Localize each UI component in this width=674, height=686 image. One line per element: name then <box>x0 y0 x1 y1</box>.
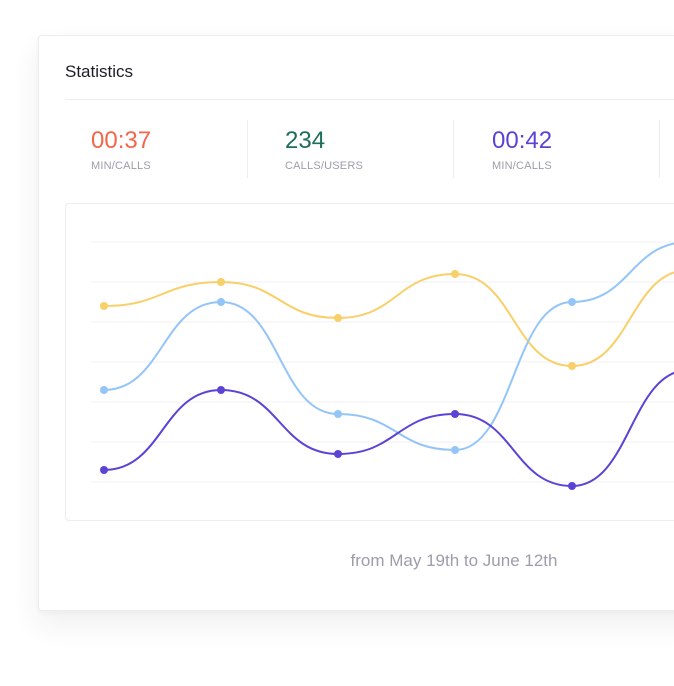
title-divider <box>65 99 674 100</box>
line-chart-svg <box>91 241 674 490</box>
stat-calls-users: 234 CALLS/USERS <box>285 127 364 173</box>
stat-label: MIN/CALLS <box>492 160 552 172</box>
card-title: Statistics <box>65 62 134 81</box>
data-point <box>100 466 108 474</box>
stat-value: 234 <box>285 127 326 154</box>
data-point <box>451 446 459 454</box>
data-point <box>568 298 576 306</box>
stat-label: MIN/CALLS <box>91 160 151 172</box>
statistics-card: Statistics 00:37 MIN/CALLS 234 CALLS/USE… <box>38 35 674 611</box>
series-line-1 <box>103 271 674 368</box>
stat-label: CALLS/USERS <box>285 160 364 172</box>
series-line-2 <box>103 242 674 452</box>
data-point <box>334 410 342 418</box>
data-point <box>451 410 459 418</box>
data-point <box>217 278 225 286</box>
data-point <box>568 362 576 370</box>
series-line-3 <box>103 372 674 488</box>
data-point <box>451 270 459 278</box>
stat-divider <box>659 120 660 178</box>
stat-divider <box>247 120 248 178</box>
data-point <box>334 314 342 322</box>
data-point <box>568 482 576 490</box>
data-point <box>100 302 108 310</box>
stat-min-calls-2: 00:42 MIN/CALLS <box>492 127 553 173</box>
stat-value: 00:37 <box>91 127 152 154</box>
stat-value: 00:42 <box>492 127 553 154</box>
stat-min-calls: 00:37 MIN/CALLS <box>91 127 152 173</box>
stat-divider <box>453 120 454 178</box>
line-chart <box>65 203 674 521</box>
data-point <box>217 386 225 394</box>
data-point <box>100 386 108 394</box>
data-point <box>334 450 342 458</box>
data-point <box>217 298 225 306</box>
date-range-label: from May 19th to June 12th <box>350 551 558 570</box>
